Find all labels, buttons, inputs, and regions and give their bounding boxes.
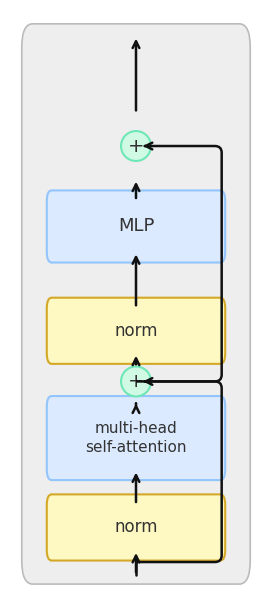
Ellipse shape xyxy=(121,367,151,396)
Text: norm: norm xyxy=(114,322,158,340)
Text: multi-head
self-attention: multi-head self-attention xyxy=(85,421,187,455)
Text: +: + xyxy=(128,136,144,156)
FancyBboxPatch shape xyxy=(47,495,225,560)
Ellipse shape xyxy=(121,131,151,161)
Text: norm: norm xyxy=(114,519,158,536)
Text: +: + xyxy=(128,372,144,391)
FancyBboxPatch shape xyxy=(47,191,225,262)
FancyBboxPatch shape xyxy=(22,24,250,584)
FancyBboxPatch shape xyxy=(47,396,225,480)
Text: MLP: MLP xyxy=(118,218,154,235)
FancyBboxPatch shape xyxy=(47,298,225,364)
